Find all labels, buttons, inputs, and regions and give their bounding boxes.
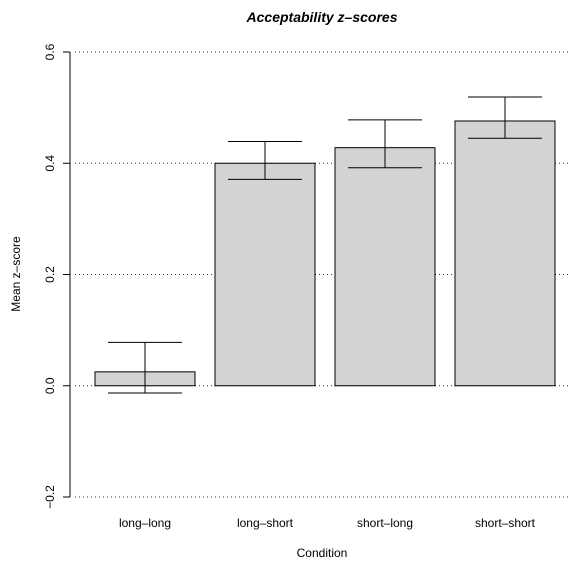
bar-1 (214, 162, 316, 387)
x-axis-label: Condition (297, 546, 348, 560)
bar-2 (334, 147, 436, 387)
x-tick-label-3: short–short (475, 516, 536, 530)
chart-title: Acceptability z–scores (246, 9, 398, 25)
x-tick-label-2: short–long (357, 516, 413, 530)
y-tick-label-4: 0.6 (43, 43, 57, 60)
x-tick-labels: long–long long–short short–long short–short (119, 516, 536, 530)
x-tick-label-0: long–long (119, 516, 171, 530)
x-tick-label-1: long–short (237, 516, 294, 530)
y-axis-label: Mean z–score (9, 236, 23, 312)
bar-3 (454, 120, 556, 387)
y-axis-ticks: −0.2 0.0 0.2 0.4 0.6 (43, 43, 70, 509)
bars (94, 120, 556, 387)
error-bars (108, 96, 542, 394)
y-tick-label-3: 0.4 (43, 155, 57, 172)
y-tick-label-1: 0.0 (43, 377, 57, 394)
y-tick-label-0: −0.2 (43, 485, 57, 509)
y-tick-label-2: 0.2 (43, 266, 57, 283)
